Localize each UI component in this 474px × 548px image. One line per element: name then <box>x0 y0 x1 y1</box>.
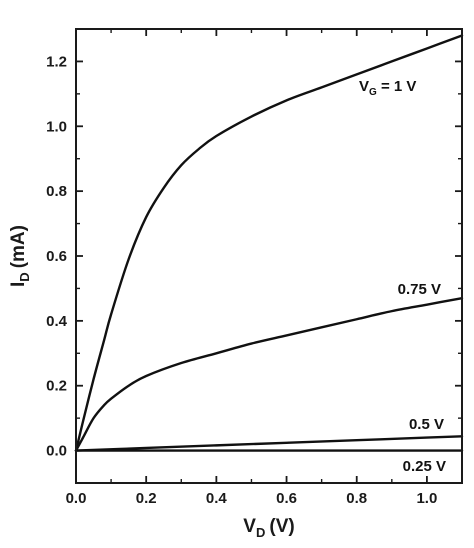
x-tick-label: 0.8 <box>346 490 367 507</box>
series-label-0-5v: 0.5 V <box>409 416 444 433</box>
curves-layer <box>74 34 464 452</box>
y-tick-label: 0.0 <box>46 443 67 460</box>
x-axis-title: VD (V) <box>243 516 294 540</box>
x-tick-label: 1.0 <box>416 490 437 507</box>
series-label-0-75v: 0.75 V <box>398 281 441 298</box>
x-tick-label: 0.6 <box>276 490 297 507</box>
series-label-0-25v: 0.25 V <box>403 458 446 475</box>
x-tick-label: 0.4 <box>206 490 228 507</box>
series-label-vg-1v: VG = 1 V <box>359 78 416 98</box>
curve-vg-0-75v <box>74 296 464 452</box>
y-tick-label: 0.8 <box>46 183 67 200</box>
tick-labels-layer: 0.0 0.2 0.4 0.6 0.8 1.0 0.0 0.2 0.4 0.6 0.8 1.0 1.2 <box>46 53 437 507</box>
curve-vg-0-5v <box>74 435 464 452</box>
y-tick-label: 0.6 <box>46 248 67 265</box>
curve-vg-1v <box>74 34 464 452</box>
y-axis-title: ID(mA) <box>8 225 32 287</box>
ticks-layer <box>75 28 463 484</box>
x-tick-label: 0.2 <box>136 490 157 507</box>
y-tick-label: 1.0 <box>46 118 67 135</box>
plot-frame <box>75 28 463 484</box>
x-tick-label: 0.0 <box>66 490 87 507</box>
y-tick-label: 0.4 <box>46 313 68 330</box>
y-tick-label: 1.2 <box>46 53 67 70</box>
y-tick-label: 0.2 <box>46 378 67 395</box>
